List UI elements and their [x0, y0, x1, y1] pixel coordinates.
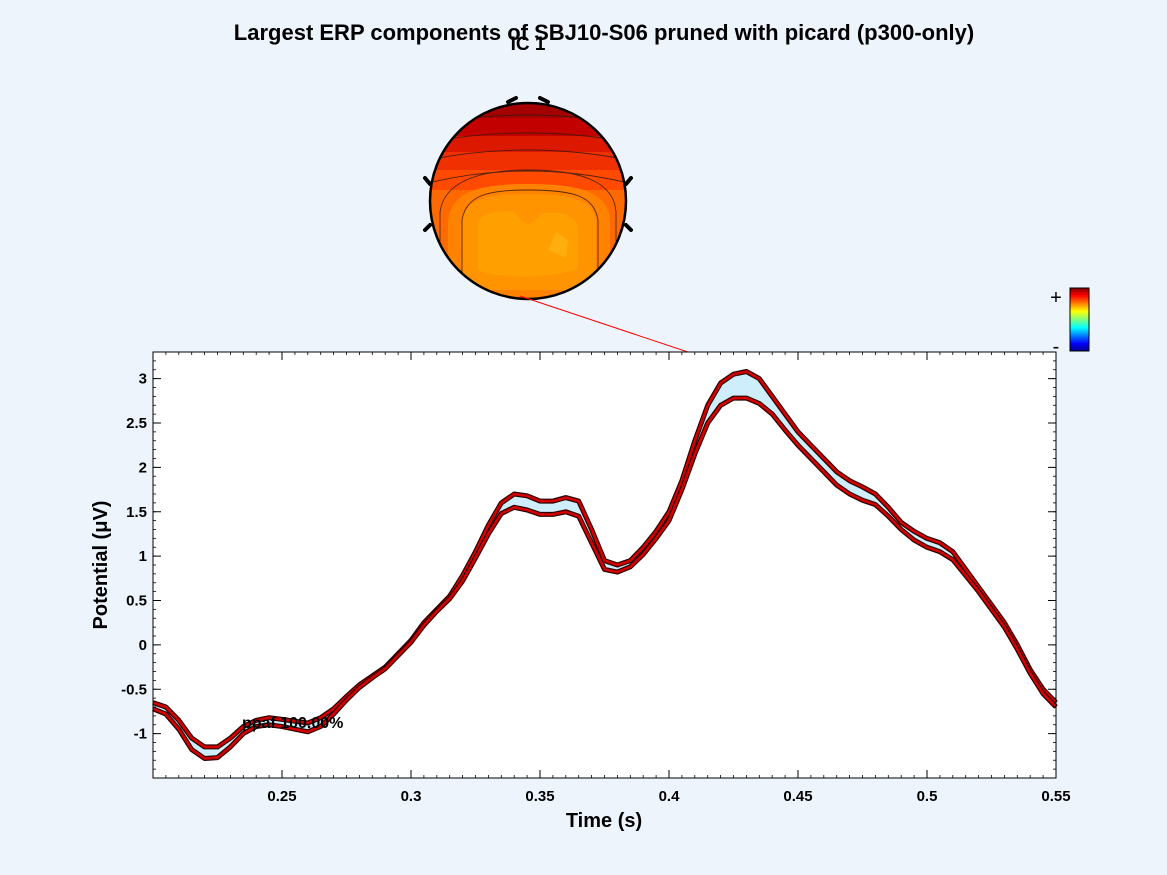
y-tick-label: 2 [139, 459, 147, 476]
y-tick-label: 0.5 [126, 593, 147, 610]
colorbar-plus-label: + [1050, 287, 1062, 309]
colorbar-minus-label: - [1053, 336, 1060, 358]
y-tick-label: 2.5 [126, 415, 147, 432]
y-tick-label: 3 [139, 371, 147, 388]
plot-frame [152, 351, 1057, 779]
x-tick-label: 0.55 [1041, 788, 1070, 805]
y-tick-label: 1.5 [126, 504, 147, 521]
y-tick-label: -1 [134, 726, 147, 743]
figure-title: Largest ERP components of SBJ10-S06 prun… [234, 20, 974, 45]
topoplot-title: IC 1 [511, 34, 546, 55]
envelope-lower-line-core [152, 396, 1057, 760]
nose-marker [506, 96, 550, 104]
x-ticks: 0.25 0.3 0.35 0.4 0.45 0.5 0.55 [152, 352, 1071, 805]
erp-plot: 0.25 0.3 0.35 0.4 0.45 0.5 0.55 -1 -0.5 0 0.5 1 1.5… [90, 351, 1071, 832]
y-tick-label: -0.5 [121, 681, 147, 698]
x-tick-label: 0.4 [659, 788, 681, 805]
colorbar: + - [1050, 287, 1090, 358]
y-axis-label: Potential (μV) [90, 501, 112, 630]
x-tick-label: 0.45 [783, 788, 812, 805]
scalp-map [430, 103, 626, 299]
x-tick-label: 0.25 [267, 788, 296, 805]
right-ear-marker [624, 176, 633, 232]
pvaf-annotation: ppaf 100.00% [242, 715, 343, 732]
envelope-upper-line-core [152, 370, 1057, 749]
y-tick-label: 1 [139, 548, 147, 565]
topoplot: IC 1 [423, 34, 633, 301]
x-tick-label: 0.35 [525, 788, 554, 805]
y-tick-label: 0 [139, 637, 147, 654]
x-axis-label: Time (s) [566, 810, 642, 832]
left-ear-marker [423, 176, 432, 232]
x-tick-label: 0.5 [917, 788, 938, 805]
x-tick-label: 0.3 [401, 788, 422, 805]
